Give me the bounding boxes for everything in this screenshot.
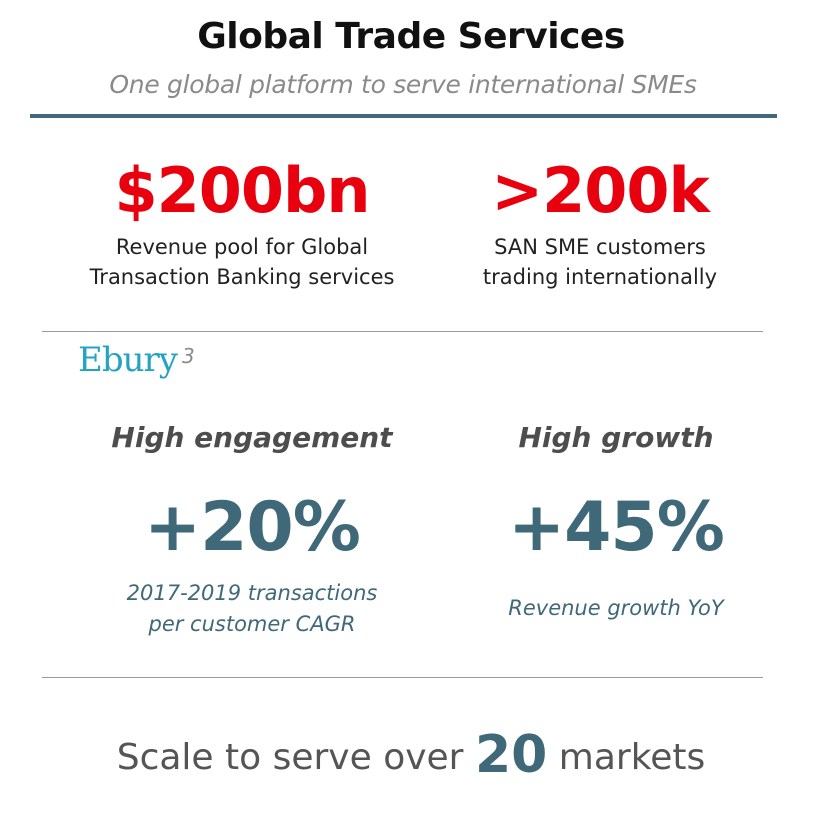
- section-divider: [42, 331, 763, 332]
- footer-suffix: markets: [558, 737, 706, 778]
- footer-prefix: Scale to serve over: [116, 737, 464, 778]
- section-divider: [42, 677, 763, 678]
- stat-description-line: Revenue pool for Global: [115, 235, 369, 259]
- growth-heading: High growth: [518, 421, 714, 454]
- engagement-description-line: 2017-2019 transactions: [126, 581, 378, 605]
- ebury-engagement-block: High engagement +20% 2017-2019 transacti…: [82, 420, 422, 640]
- stat-revenue-pool: $200bn Revenue pool for Global Transacti…: [62, 156, 422, 292]
- stat-description-line: trading internationally: [482, 265, 718, 289]
- stat-description: Revenue pool for Global Transaction Bank…: [62, 232, 422, 292]
- footer-statement: Scale to serve over 20 markets: [0, 725, 822, 785]
- header-divider: [30, 114, 777, 118]
- stat-sme-customers: >200k SAN SME customers trading internat…: [420, 156, 780, 292]
- ebury-logo: Ebury: [78, 340, 178, 380]
- footer-number: 20: [474, 725, 548, 785]
- engagement-description-line: per customer CAGR: [148, 612, 356, 636]
- stat-description-line: SAN SME customers: [494, 235, 706, 259]
- engagement-description: 2017-2019 transactions per customer CAGR: [82, 578, 422, 640]
- growth-description: Revenue growth YoY: [508, 596, 724, 620]
- stat-description: SAN SME customers trading internationall…: [420, 232, 780, 292]
- stat-description-line: Transaction Banking services: [89, 265, 395, 289]
- engagement-value: +20%: [144, 488, 361, 567]
- ebury-footnote-marker: 3: [182, 344, 195, 368]
- growth-value: +45%: [508, 488, 725, 567]
- page-title: Global Trade Services: [197, 16, 625, 57]
- stat-value: >200k: [491, 154, 710, 227]
- engagement-heading: High engagement: [111, 421, 393, 454]
- page-subtitle: One global platform to serve internation…: [109, 70, 697, 99]
- stat-value: $200bn: [114, 154, 370, 227]
- ebury-growth-block: High growth +45% Revenue growth YoY: [446, 420, 786, 624]
